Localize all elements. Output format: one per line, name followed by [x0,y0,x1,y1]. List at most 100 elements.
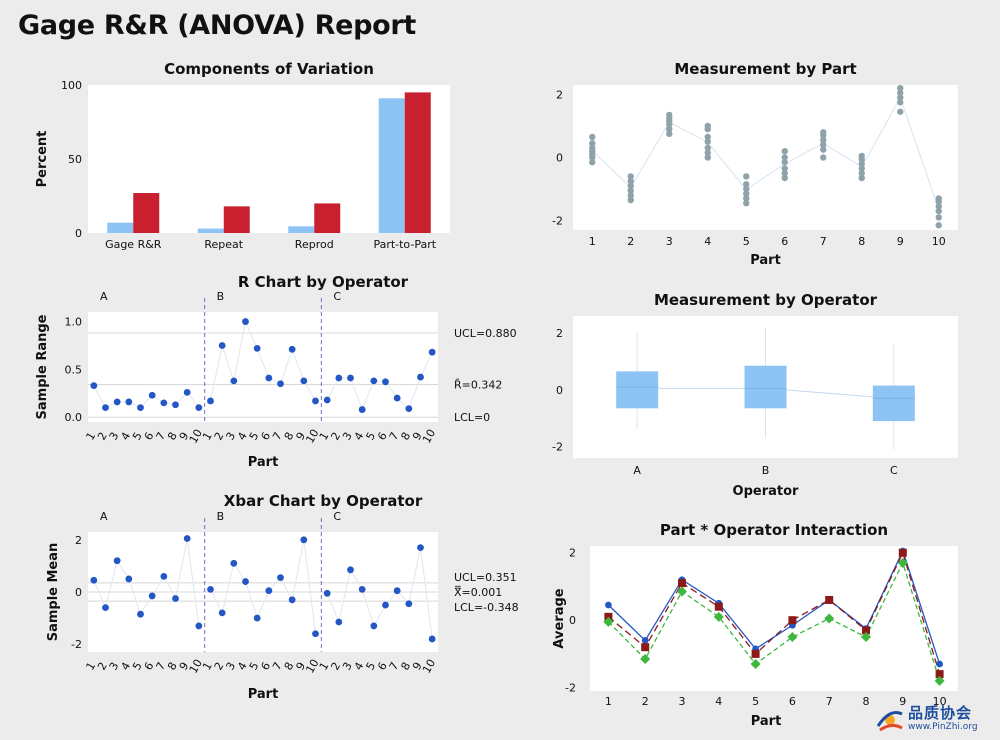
interaction-line-B [607,550,941,675]
watermark: 品质协会 www.PinZhi.org [872,700,998,738]
x-tick-label: 5 [752,695,759,708]
x-tick-label: 7 [820,235,827,248]
meas-part-point [781,154,788,161]
r-chart-point [358,406,366,413]
meas-part-point [743,195,750,202]
xbar-chart-point [428,635,436,643]
r-chart-point [90,382,98,390]
xbar-chart-point [148,592,156,600]
meas-part-point [743,200,750,207]
meas-part-point [704,154,711,161]
r-chart-point [405,405,413,413]
xbar-chart-point [253,614,261,622]
xbar-chart-point [137,610,144,618]
xbar-chart-point [242,578,249,585]
meas-part-point [627,182,634,190]
interaction-point-C [603,616,614,627]
xbar-chart-point [382,601,389,609]
r-chart-point [300,377,308,385]
meas-part-point [820,141,827,149]
meas-part-point [935,195,942,202]
bar--study-var-1 [223,206,250,233]
y-tick-label: 1.0 [65,316,83,329]
r-chart-point [428,348,436,356]
r-chart-point [265,374,273,382]
meas-part-point [627,196,634,204]
interaction-point-C [750,659,761,670]
interaction-xlabel: Part [751,714,782,729]
r-chart-group-label: A [100,290,108,303]
xbar-chart-point [393,587,401,595]
y-tick-label: 0.5 [65,363,83,376]
meas-part-point [897,108,904,115]
meas-part-point [627,192,634,199]
xbar-chart-lcl-label: LCL=-0.348 [454,601,519,614]
components-ylabel: Percent [35,131,50,188]
xbar-chart-point [90,576,98,584]
meas-part-plot-area [573,85,958,230]
xbar-chart-point [347,566,354,574]
x-tick-label: 1 [589,235,596,248]
r-chart-point [347,374,354,382]
r-chart-point [207,397,214,405]
meas-part-point [781,165,788,172]
r-chart-point [370,377,378,385]
components-title: Components of Variation [164,60,374,78]
xbar-chart-point [195,622,203,630]
r-chart-line-B [210,319,316,402]
meas-part-point [743,181,750,188]
r-chart-point [230,377,238,385]
r-chart-ucl-label: UCL=0.880 [454,327,517,340]
xbar-chart-point [218,609,226,617]
y-tick-label: 100 [61,79,82,92]
y-tick-label: -2 [71,638,82,651]
x-tick-label: 7 [826,695,833,708]
r-chart-point [382,378,389,386]
x-tick-label: 5 [743,235,750,248]
meas-part-point [627,173,634,180]
x-tick-label: A [633,464,641,477]
meas-part-point [897,89,904,97]
xbar-chart-ucl-label: UCL=0.351 [454,571,517,584]
xbar-chart-group-label: A [100,510,108,523]
xbar-chart-point [312,630,319,638]
x-tick-label: Reprod [295,238,334,251]
x-tick-label: 3 [666,235,673,248]
x-tick-label: Repeat [204,238,243,251]
interaction-point-C [787,632,798,643]
xbar-chart-point [323,589,331,597]
bar--study-var-3 [404,92,431,234]
meas-part-mean-line [591,96,940,210]
interaction-point-B [825,595,834,604]
meas-part-point [897,94,904,101]
x-tick-label: 10 [303,427,321,446]
r-chart-point [160,399,168,407]
r-chart-point [113,398,121,406]
x-tick-label: 10 [187,657,205,676]
interaction-point-B [751,649,760,658]
interaction-point-C [713,611,724,622]
y-tick-label: -2 [552,215,563,228]
xbar-chart-line-C [326,547,433,640]
watermark-text: 品质协会 [908,704,973,722]
x-tick-label: 3 [679,695,686,708]
xbar-chart-point [417,544,424,552]
xbar-chart-point [207,585,214,593]
meas-part-point [820,136,827,144]
xbar-chart-point [125,575,133,583]
xbar-chart-line-A [93,538,200,626]
r-chart-point [253,344,261,352]
r-chart-point [277,380,284,388]
xbar-chart-group-label: B [217,510,225,523]
x-tick-label: C [890,464,898,477]
xbar-chart-point [183,535,191,542]
y-tick-label: 0 [569,614,576,627]
r-chart-point [125,398,133,406]
meas-part-title: Measurement by Part [674,60,856,78]
r-chart-center-label: R̄=0.342 [454,379,502,392]
r-chart-lcl-label: LCL=0 [454,411,490,424]
xbar-chart-line-B [210,539,316,634]
r-chart-point [312,397,319,405]
meas-part-point [781,170,788,177]
